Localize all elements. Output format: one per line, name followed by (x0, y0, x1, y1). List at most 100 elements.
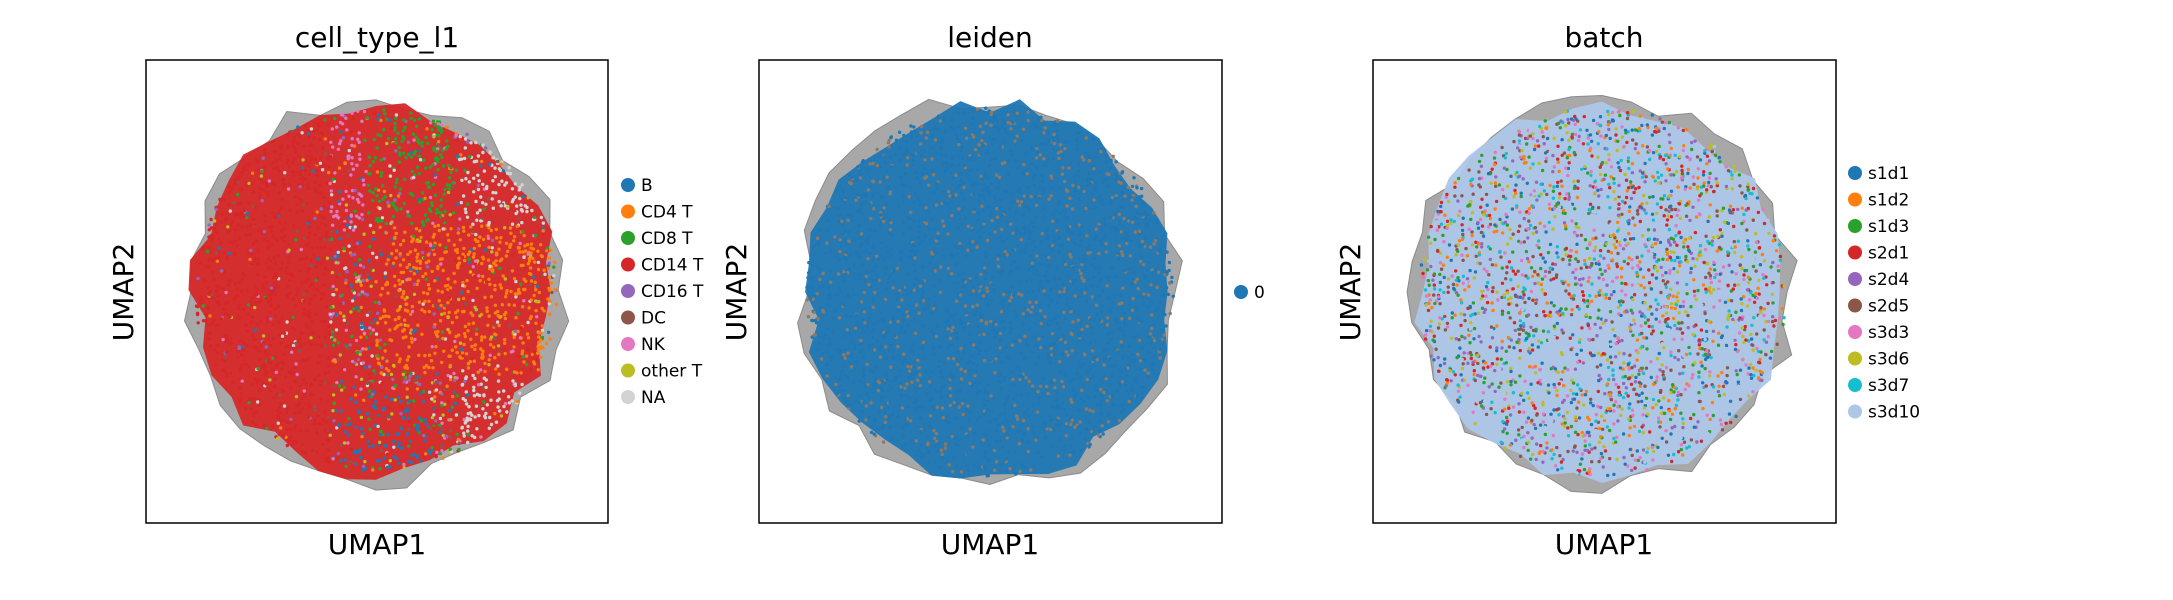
cell-point (929, 425, 934, 430)
cell-point (539, 215, 544, 220)
cell-point (262, 165, 267, 169)
cell-point (357, 216, 361, 220)
cell-point (217, 246, 221, 250)
cell-point (232, 252, 236, 256)
cell-point (236, 180, 240, 185)
cell-point (393, 137, 398, 141)
cell-point (1051, 287, 1055, 292)
cell-point (1163, 312, 1167, 317)
cell-point (233, 213, 237, 217)
cell-point (852, 263, 856, 267)
cell-point (272, 167, 276, 171)
cell-point (1042, 142, 1047, 146)
cell-point (215, 351, 220, 355)
cell-point (315, 210, 319, 214)
cell-point (1002, 326, 1006, 330)
cell-point (433, 157, 438, 161)
cell-point (371, 251, 375, 255)
cell-point (392, 226, 397, 230)
cell-point (261, 334, 266, 338)
cell-point (399, 399, 403, 403)
cell-point (430, 203, 434, 208)
cell-point (497, 247, 501, 251)
cell-point (445, 139, 449, 143)
cell-point (408, 439, 412, 443)
cell-point (1054, 345, 1058, 349)
cell-point (423, 439, 427, 443)
cell-point (227, 190, 232, 194)
cell-point (487, 226, 491, 230)
cell-point (1093, 364, 1097, 368)
cell-point (940, 374, 944, 379)
cell-point (1038, 142, 1043, 146)
cell-point (878, 348, 882, 352)
cell-point (266, 239, 270, 244)
cell-point (462, 431, 466, 435)
cell-point (843, 230, 847, 234)
cell-point (440, 330, 445, 334)
cell-point (931, 133, 936, 137)
cell-point (479, 435, 483, 439)
cell-point (844, 242, 848, 246)
cell-point (1037, 399, 1041, 403)
cell-point (548, 299, 552, 303)
cell-point (512, 335, 516, 340)
cell-point (293, 136, 297, 140)
cell-point (472, 388, 476, 393)
cell-point (227, 203, 231, 207)
cell-point (917, 229, 922, 234)
cell-point (482, 393, 486, 397)
cell-point (1085, 287, 1089, 291)
cell-point (440, 129, 444, 133)
cell-point (839, 244, 843, 248)
cell-point (990, 282, 994, 287)
cell-point (238, 398, 242, 402)
cell-point (1143, 245, 1147, 249)
cell-point (968, 381, 972, 385)
cell-point (398, 252, 402, 256)
cell-point (298, 299, 303, 303)
cell-point (389, 193, 393, 198)
cell-point (437, 299, 441, 303)
cell-point (238, 339, 242, 343)
cell-point (278, 393, 282, 397)
cell-point (457, 297, 461, 302)
cell-point (405, 278, 409, 282)
cell-point (1118, 375, 1122, 379)
cell-point (407, 444, 411, 448)
cell-point (387, 254, 391, 259)
cell-point (381, 197, 385, 201)
cell-point (367, 310, 372, 314)
cell-point (874, 278, 879, 282)
cell-point (996, 354, 1000, 359)
cell-point (1006, 394, 1011, 398)
cell-point (963, 133, 967, 137)
cell-point (513, 382, 517, 386)
cell-point (356, 358, 361, 362)
cell-point (344, 203, 349, 207)
cell-point (375, 146, 379, 150)
cell-point (304, 321, 308, 326)
cell-point (946, 319, 950, 323)
cell-point (1008, 207, 1012, 211)
cell-point (816, 347, 821, 351)
cell-point (340, 113, 345, 117)
cell-point (931, 168, 936, 172)
cell-point (884, 357, 889, 361)
cell-point (463, 146, 467, 150)
cell-point (379, 371, 384, 375)
cell-point (281, 434, 286, 438)
cell-point (954, 173, 958, 177)
cell-point (947, 343, 951, 348)
cell-point (1036, 389, 1040, 394)
cell-point (1112, 415, 1117, 420)
cell-point (1057, 187, 1062, 191)
cell-point (460, 255, 465, 259)
cell-point (418, 259, 422, 263)
cell-point (427, 259, 431, 263)
cell-point (269, 360, 273, 364)
cell-point (954, 212, 958, 216)
cell-point (882, 206, 886, 210)
cell-point (387, 465, 392, 469)
cell-point (289, 386, 294, 390)
